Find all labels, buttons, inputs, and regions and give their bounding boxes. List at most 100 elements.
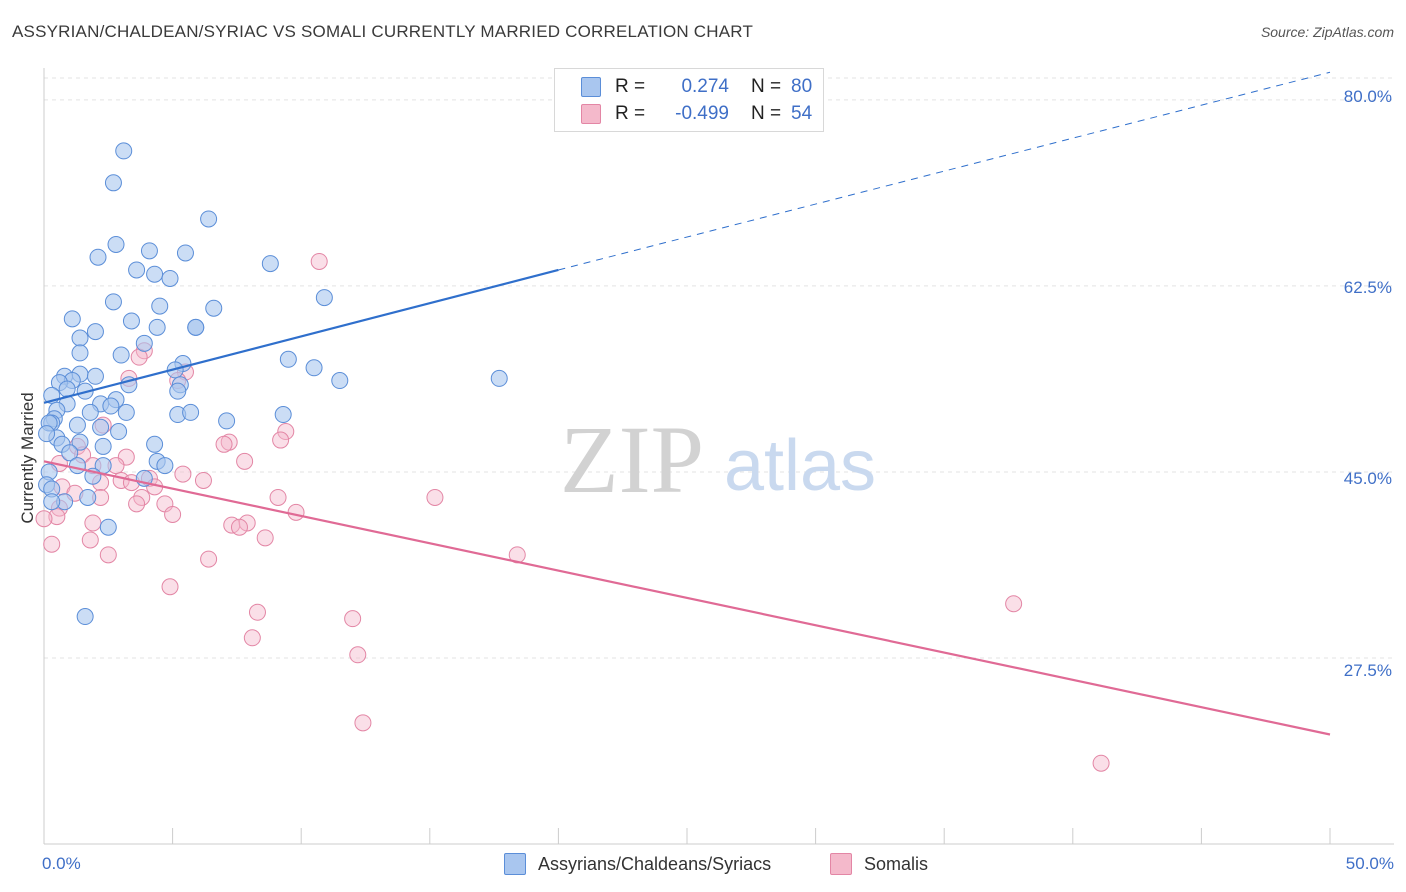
assyrian-point [187,318,205,336]
assyrian-point [86,323,104,341]
legend-label: Assyrians/Chaldeans/Syriacs [538,853,772,874]
somali-point [344,610,362,628]
assyrian-point [115,142,133,160]
assyrian-point [490,369,508,387]
bottom-legend-somalis: Somalis [830,852,928,876]
somali-point [248,603,266,621]
assyrian-point [43,493,61,511]
legend-n-value: 54 [791,103,813,124]
axes [43,68,1394,845]
somali-point [161,578,179,596]
assyrian-point [169,382,187,400]
somali-point [164,505,182,523]
assyrian-point [99,518,117,536]
assyrian-point [148,318,166,336]
somali-point [349,646,367,664]
somali-point [256,529,274,547]
assyrian-point [200,210,218,228]
somali-point [174,465,192,483]
assyrian-point [261,255,279,273]
watermark: ZIP atlas [560,406,876,513]
source-label: Source: ZipAtlas.com [1260,24,1394,40]
legend-r-value: -0.499 [675,103,729,124]
somali-point [194,471,212,489]
assyrian-point [61,444,79,462]
assyrian-point [151,297,169,315]
assyrian-point [71,344,89,362]
assyrian-point [161,269,179,287]
legend-row-assyrians: R = 0.274 N = 80 [581,75,812,99]
x-tick-label-min: 0.0% [42,854,81,873]
y-tick-label: 80.0% [1343,87,1392,106]
assyrian-point [68,457,86,475]
assyrian-point [107,235,125,253]
y-axis-label: Currently Married [18,392,37,524]
assyrian-point [79,488,97,506]
legend-r-label: R = [615,103,646,124]
assyrian-point [146,435,164,453]
assyrian-point [86,367,104,385]
assyrian-point [117,403,135,421]
assyrian-point [274,406,292,424]
legend-n-label: N = [751,103,782,124]
assyrian-point [331,372,349,390]
trend-lines [43,71,1331,736]
somali-point [128,495,146,513]
somali-point [48,508,66,526]
somali-point [269,488,287,506]
assyrian-point [182,403,200,421]
assyrian-point [104,174,122,192]
watermark-zip: ZIP [560,406,704,513]
somali-point [426,488,444,506]
somali-point [243,629,261,647]
legend-swatch-blue [581,77,601,97]
assyrian-point [81,403,99,421]
assyrian-point [94,437,112,455]
assyrian-point [38,425,56,443]
legend-r-value: 0.274 [681,76,729,97]
somali-point [236,452,254,470]
assyrians-points [38,142,508,626]
assyrian-point [156,457,174,475]
legend-swatch-pink [581,104,601,124]
bottom-legend-assyrians: Assyrians/Chaldeans/Syriacs [504,852,771,876]
assyrians-trend-line [43,268,559,404]
legend-swatch-pink [830,853,852,875]
assyrian-point [205,299,223,317]
assyrian-point [71,329,89,347]
grid-lines [44,77,1394,659]
legend-swatch-blue [504,853,526,875]
assyrian-point [135,334,153,352]
legend-n-value: 80 [791,76,813,97]
legend-n-label: N = [751,76,782,97]
somali-point [230,518,248,536]
assyrian-point [63,310,81,328]
somali-point [310,252,328,270]
somali-point [277,423,295,441]
assyrian-point [102,397,120,415]
somali-point [84,514,102,532]
assyrian-point [128,261,146,279]
watermark-atlas: atlas [724,426,876,506]
assyrian-point [71,433,89,451]
stats-legend: R = 0.274 N = 80 R = -0.499 N = 54 [554,68,824,132]
assyrian-point [112,346,130,364]
assyrian-point [89,248,107,266]
assyrians-trend-extension [558,71,1331,271]
y-tick-label: 45.0% [1343,469,1392,488]
legend-label: Somalis [864,853,929,874]
assyrian-point [76,608,94,626]
y-tick-label: 27.5% [1343,661,1392,680]
assyrian-point [146,265,164,283]
somali-point [354,714,372,732]
assyrian-point [110,423,128,441]
assyrian-point [104,293,122,311]
assyrian-point [122,312,140,330]
assyrian-point [305,359,323,377]
assyrian-point [140,242,158,260]
somalis-trend-line [43,460,1331,736]
somali-point [215,435,233,453]
somali-point [35,510,53,528]
legend-r-label: R = [615,76,646,97]
